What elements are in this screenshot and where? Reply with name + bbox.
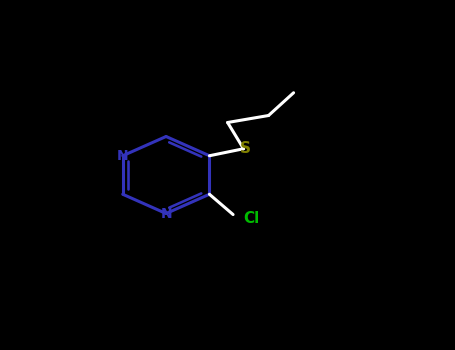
Text: Cl: Cl — [243, 211, 259, 225]
Text: N: N — [160, 206, 172, 220]
Text: N: N — [117, 149, 129, 163]
Text: S: S — [239, 141, 250, 155]
